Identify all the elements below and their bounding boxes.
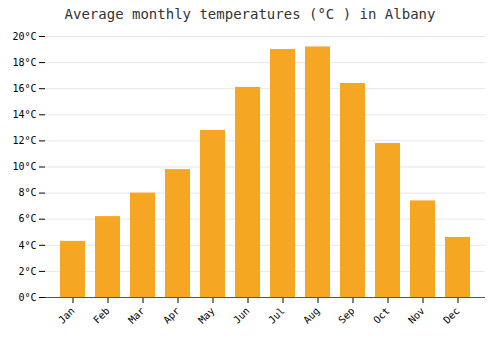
svg-text:Jul: Jul (266, 305, 287, 326)
svg-text:Jan: Jan (56, 305, 77, 326)
svg-text:Oct: Oct (371, 305, 392, 326)
svg-text:10°C: 10°C (12, 161, 36, 172)
svg-text:Dec: Dec (441, 305, 462, 326)
svg-text:16°C: 16°C (12, 83, 36, 94)
svg-text:4°C: 4°C (18, 240, 36, 251)
svg-text:8°C: 8°C (18, 187, 36, 198)
svg-text:Nov: Nov (406, 305, 427, 326)
svg-text:Mar: Mar (126, 305, 147, 326)
svg-text:Apr: Apr (161, 305, 182, 326)
svg-text:Jun: Jun (231, 305, 252, 326)
svg-text:Aug: Aug (301, 305, 322, 326)
svg-text:Feb: Feb (91, 305, 112, 326)
svg-text:0°C: 0°C (18, 292, 36, 303)
svg-text:20°C: 20°C (12, 31, 36, 42)
svg-text:2°C: 2°C (18, 266, 36, 277)
svg-text:12°C: 12°C (12, 135, 36, 146)
svg-text:18°C: 18°C (12, 57, 36, 68)
svg-text:May: May (196, 305, 217, 326)
svg-text:Sep: Sep (336, 305, 357, 326)
svg-text:6°C: 6°C (18, 213, 36, 224)
svg-text:14°C: 14°C (12, 109, 36, 120)
html-text:Average monthly temperatures (: Average monthly temperatures (°C ) in Al… (64, 6, 436, 22)
